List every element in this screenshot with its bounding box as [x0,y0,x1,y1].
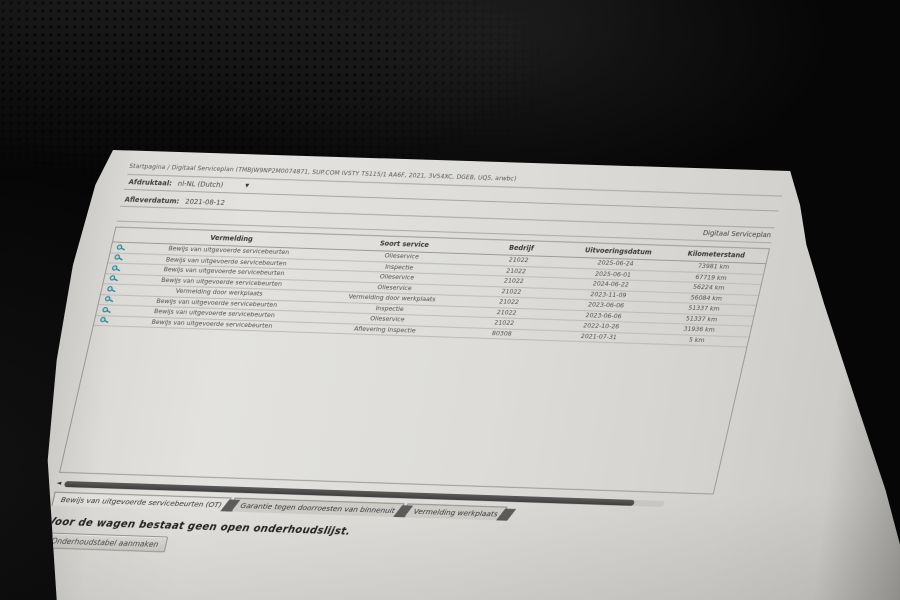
row-kilometerstand: 67719 km [694,273,728,282]
magnifier-icon[interactable] [111,243,131,252]
table-row: Bewijs van uitgevoerde servicebeurten Ins… [98,294,754,327]
bottom-section: ◄ Bewijs van uitgevoerde servicebeurten … [47,479,712,570]
row-kilometerstand: 56224 km [692,284,726,292]
row-bedrijf: 21022 [507,256,530,265]
magnifier-icon[interactable] [96,306,116,315]
delivery-date-label: Afleverdatum: [123,195,181,206]
header-icon-spacer [115,235,133,236]
table-row: Bewijs van uitgevoerde servicebeurten Oli… [110,242,766,275]
service-history-table: Vermelding Soort service Bedrijf Uitvoer… [59,226,771,495]
table-row: Bewijs van uitgevoerde servicebeurten Oli… [105,263,761,296]
table-body: Bewijs van uitgevoerde servicebeurten Oli… [93,242,766,348]
row-bedrijf: 21022 [500,288,522,296]
table-row: Bewijs van uitgevoerde servicebeurten Oli… [96,305,752,338]
create-maintenance-table-button[interactable]: Onderhoudstabel aanmaken [47,532,169,553]
print-language-label: Afdruktaal: [127,177,173,188]
table-empty-area [60,326,746,494]
document-content: Startpagina / Digitaal Serviceplan (TMBJ… [47,163,785,570]
row-kilometerstand: 51337 km [687,304,721,313]
column-header-uitvoeringsdatum: Uitvoeringsdatum [584,246,653,257]
magnifier-icon[interactable] [104,274,124,283]
table-row: Bewijs van uitgevoerde servicebeurten Afl… [93,315,749,348]
table-row: Bewijs van uitgevoerde servicebeurten Oli… [103,273,759,306]
magnifier-icon[interactable] [101,285,121,294]
row-bedrijf: 21022 [503,277,525,286]
magnifier-icon[interactable] [108,254,128,263]
row-kilometerstand: 56084 km [689,294,723,303]
row-kilometerstand: 31936 km [682,325,716,334]
column-header-bedrijf: Bedrijf [508,243,535,253]
column-header-kilometerstand: Kilometerstand [686,249,746,260]
tab-vermelding-werkplaats[interactable]: Vermelding werkplaats [404,503,508,521]
delivery-date-value: 2021-08-12 [184,197,226,207]
row-bedrijf: 80308 [491,329,513,338]
print-language-select[interactable]: nl-NL (Dutch) [177,179,225,190]
scroll-left-icon[interactable]: ◄ [55,479,63,487]
magnifier-icon[interactable] [106,264,126,273]
tab-garantie-doorroesten[interactable]: Garantie tegen doorroesten van binnenuit [231,497,405,518]
row-kilometerstand: 73981 km [696,263,730,272]
tab-bewijs-servicebeurten[interactable]: Bewijs van uitgevoerde servicebeurten (O… [51,491,232,512]
row-bedrijf: 21022 [505,267,527,275]
chevron-down-icon[interactable]: ▼ [244,182,250,189]
table-row: Bewijs van uitgevoerde servicebeurten Ins… [108,252,764,285]
magnifier-icon[interactable] [99,295,119,304]
row-bedrijf: 21022 [495,309,518,317]
row-bedrijf: 21022 [493,319,515,328]
row-kilometerstand: 5 km [688,336,706,344]
row-kilometerstand: 51337 km [685,315,718,324]
table-row: Vermelding door werkplaats Vermelding doo… [100,284,756,317]
column-header-soort-service: Soort service [379,239,430,249]
magnifier-icon[interactable] [94,316,114,325]
row-bedrijf: 21022 [498,298,520,307]
